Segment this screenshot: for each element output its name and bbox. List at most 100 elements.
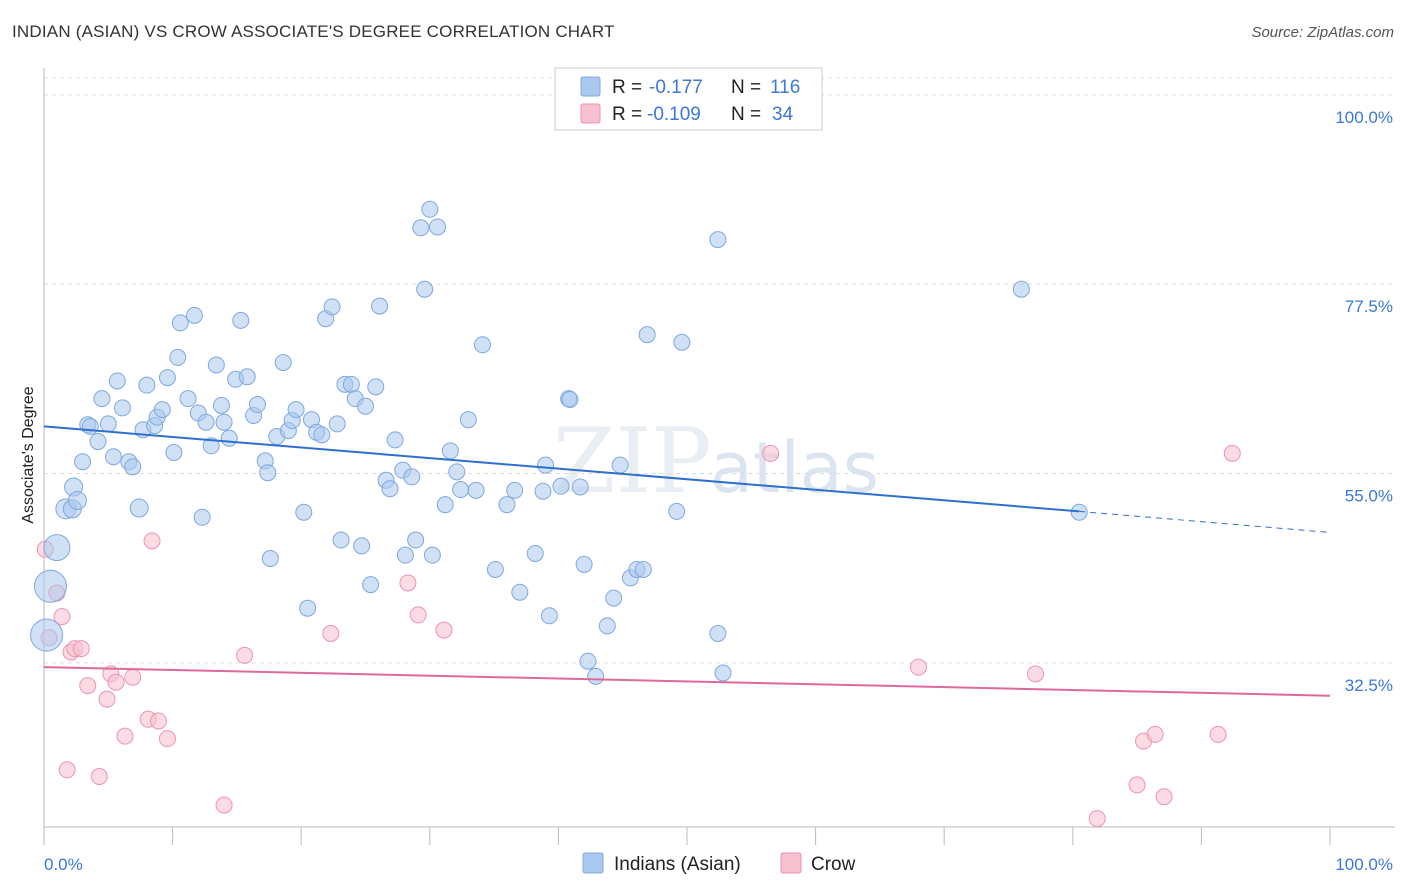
indians-point <box>299 599 317 617</box>
indians-point <box>673 333 691 351</box>
legend-box: R = -0.177 N = 116 R = -0.109 N = 34 <box>554 67 823 131</box>
crow-point <box>1088 810 1106 828</box>
indians-point <box>579 652 597 670</box>
indians-point <box>261 550 279 568</box>
watermark-atlas: atlas <box>710 427 879 509</box>
indians-point <box>93 390 111 408</box>
indians-point <box>171 314 189 332</box>
indians-point <box>540 607 558 625</box>
crow-point <box>1128 776 1146 794</box>
crow-point <box>409 606 427 624</box>
indians-point <box>30 618 64 652</box>
crow-point <box>236 646 254 664</box>
crow-point <box>1155 788 1173 806</box>
crow-point <box>90 768 108 786</box>
legend-r-label-2: R = <box>612 104 642 125</box>
y-tick-label: 55.0% <box>1345 487 1393 506</box>
legend-n-label-1: N = <box>731 77 761 98</box>
indians-point <box>295 503 313 521</box>
indians-point <box>169 348 187 366</box>
indians-point <box>367 378 385 396</box>
bottom-legend: Indians (Asian) Crow <box>582 852 856 875</box>
indians-point <box>381 480 399 498</box>
crow-point <box>1146 725 1164 743</box>
indians-point <box>486 560 504 578</box>
indians-point <box>416 280 434 298</box>
indians-trend-line <box>43 425 1080 513</box>
bottom-legend-swatch-indians <box>582 852 604 874</box>
indians-point <box>429 218 447 236</box>
crow-point <box>909 658 927 676</box>
crow-point <box>322 624 340 642</box>
indians-point <box>561 390 579 408</box>
indians-point <box>436 496 454 514</box>
indians-point <box>1012 280 1030 298</box>
legend-n-value-1: 116 <box>770 77 800 98</box>
watermark-zip: ZIP <box>553 409 712 514</box>
indians-point <box>193 508 211 526</box>
indians-point <box>448 463 466 481</box>
indians-point <box>452 481 470 499</box>
indians-point <box>67 490 87 510</box>
series-indians-points <box>30 200 1088 685</box>
legend-r-value-1: -0.177 <box>649 77 703 98</box>
indians-point <box>403 468 421 486</box>
crow-point <box>158 730 176 748</box>
legend-r-label-1: R = <box>612 77 642 98</box>
indians-point <box>43 534 71 562</box>
indians-point <box>459 411 477 429</box>
indians-point <box>357 397 374 415</box>
crow-point <box>762 444 780 462</box>
indians-point <box>571 478 589 496</box>
trend-lines <box>43 425 1331 697</box>
indians-point <box>185 306 203 324</box>
indians-point <box>386 431 404 449</box>
x-tick-label-max: 100.0% <box>1335 855 1393 874</box>
source-credit: Source: ZipAtlas.com <box>1251 24 1394 41</box>
legend-swatch-indians <box>580 76 601 97</box>
indians-point <box>353 537 371 555</box>
legend-n-value-2: 34 <box>772 104 794 125</box>
indians-point <box>74 453 92 471</box>
indians-point <box>179 390 197 408</box>
crow-point <box>53 608 71 626</box>
legend-swatch-crow <box>580 103 601 124</box>
crow-point <box>143 532 161 550</box>
crow-point <box>98 690 116 708</box>
indians-point <box>371 297 389 315</box>
indians-point <box>506 481 524 499</box>
indians-point <box>605 589 623 607</box>
indians-point <box>158 369 176 387</box>
crow-point <box>116 727 134 745</box>
indians-point <box>129 498 149 518</box>
indians-point <box>153 401 171 419</box>
crow-point <box>215 796 233 814</box>
indians-point <box>634 560 652 578</box>
indians-point <box>598 617 616 635</box>
indians-point <box>259 464 277 482</box>
indians-point <box>138 376 156 394</box>
chart-title: INDIAN (ASIAN) VS CROW ASSOCIATE'S DEGRE… <box>12 22 615 41</box>
indians-point <box>441 442 459 460</box>
indians-point <box>104 448 122 466</box>
indians-point <box>396 546 414 564</box>
indians-point <box>611 456 629 474</box>
indians-point <box>474 336 492 354</box>
y-axis-label: Associate's Degree <box>20 386 37 523</box>
indians-trend-extension <box>1079 510 1331 533</box>
indians-point <box>421 200 439 218</box>
crow-point <box>1223 444 1241 462</box>
indians-point <box>498 496 516 514</box>
indians-point <box>232 311 250 329</box>
legend-r-value-2: -0.109 <box>647 104 701 125</box>
indians-point <box>197 413 215 431</box>
indians-point <box>587 667 605 685</box>
tick-labels: 100.0% 77.5% 55.0% 32.5% 0.0% 100.0% <box>44 108 1393 874</box>
indians-point <box>165 444 183 461</box>
y-tick-label: 100.0% <box>1335 108 1393 127</box>
indians-point <box>526 544 544 562</box>
x-tick-label-min: 0.0% <box>44 855 83 874</box>
indians-point <box>99 415 117 433</box>
indians-point <box>207 356 225 374</box>
